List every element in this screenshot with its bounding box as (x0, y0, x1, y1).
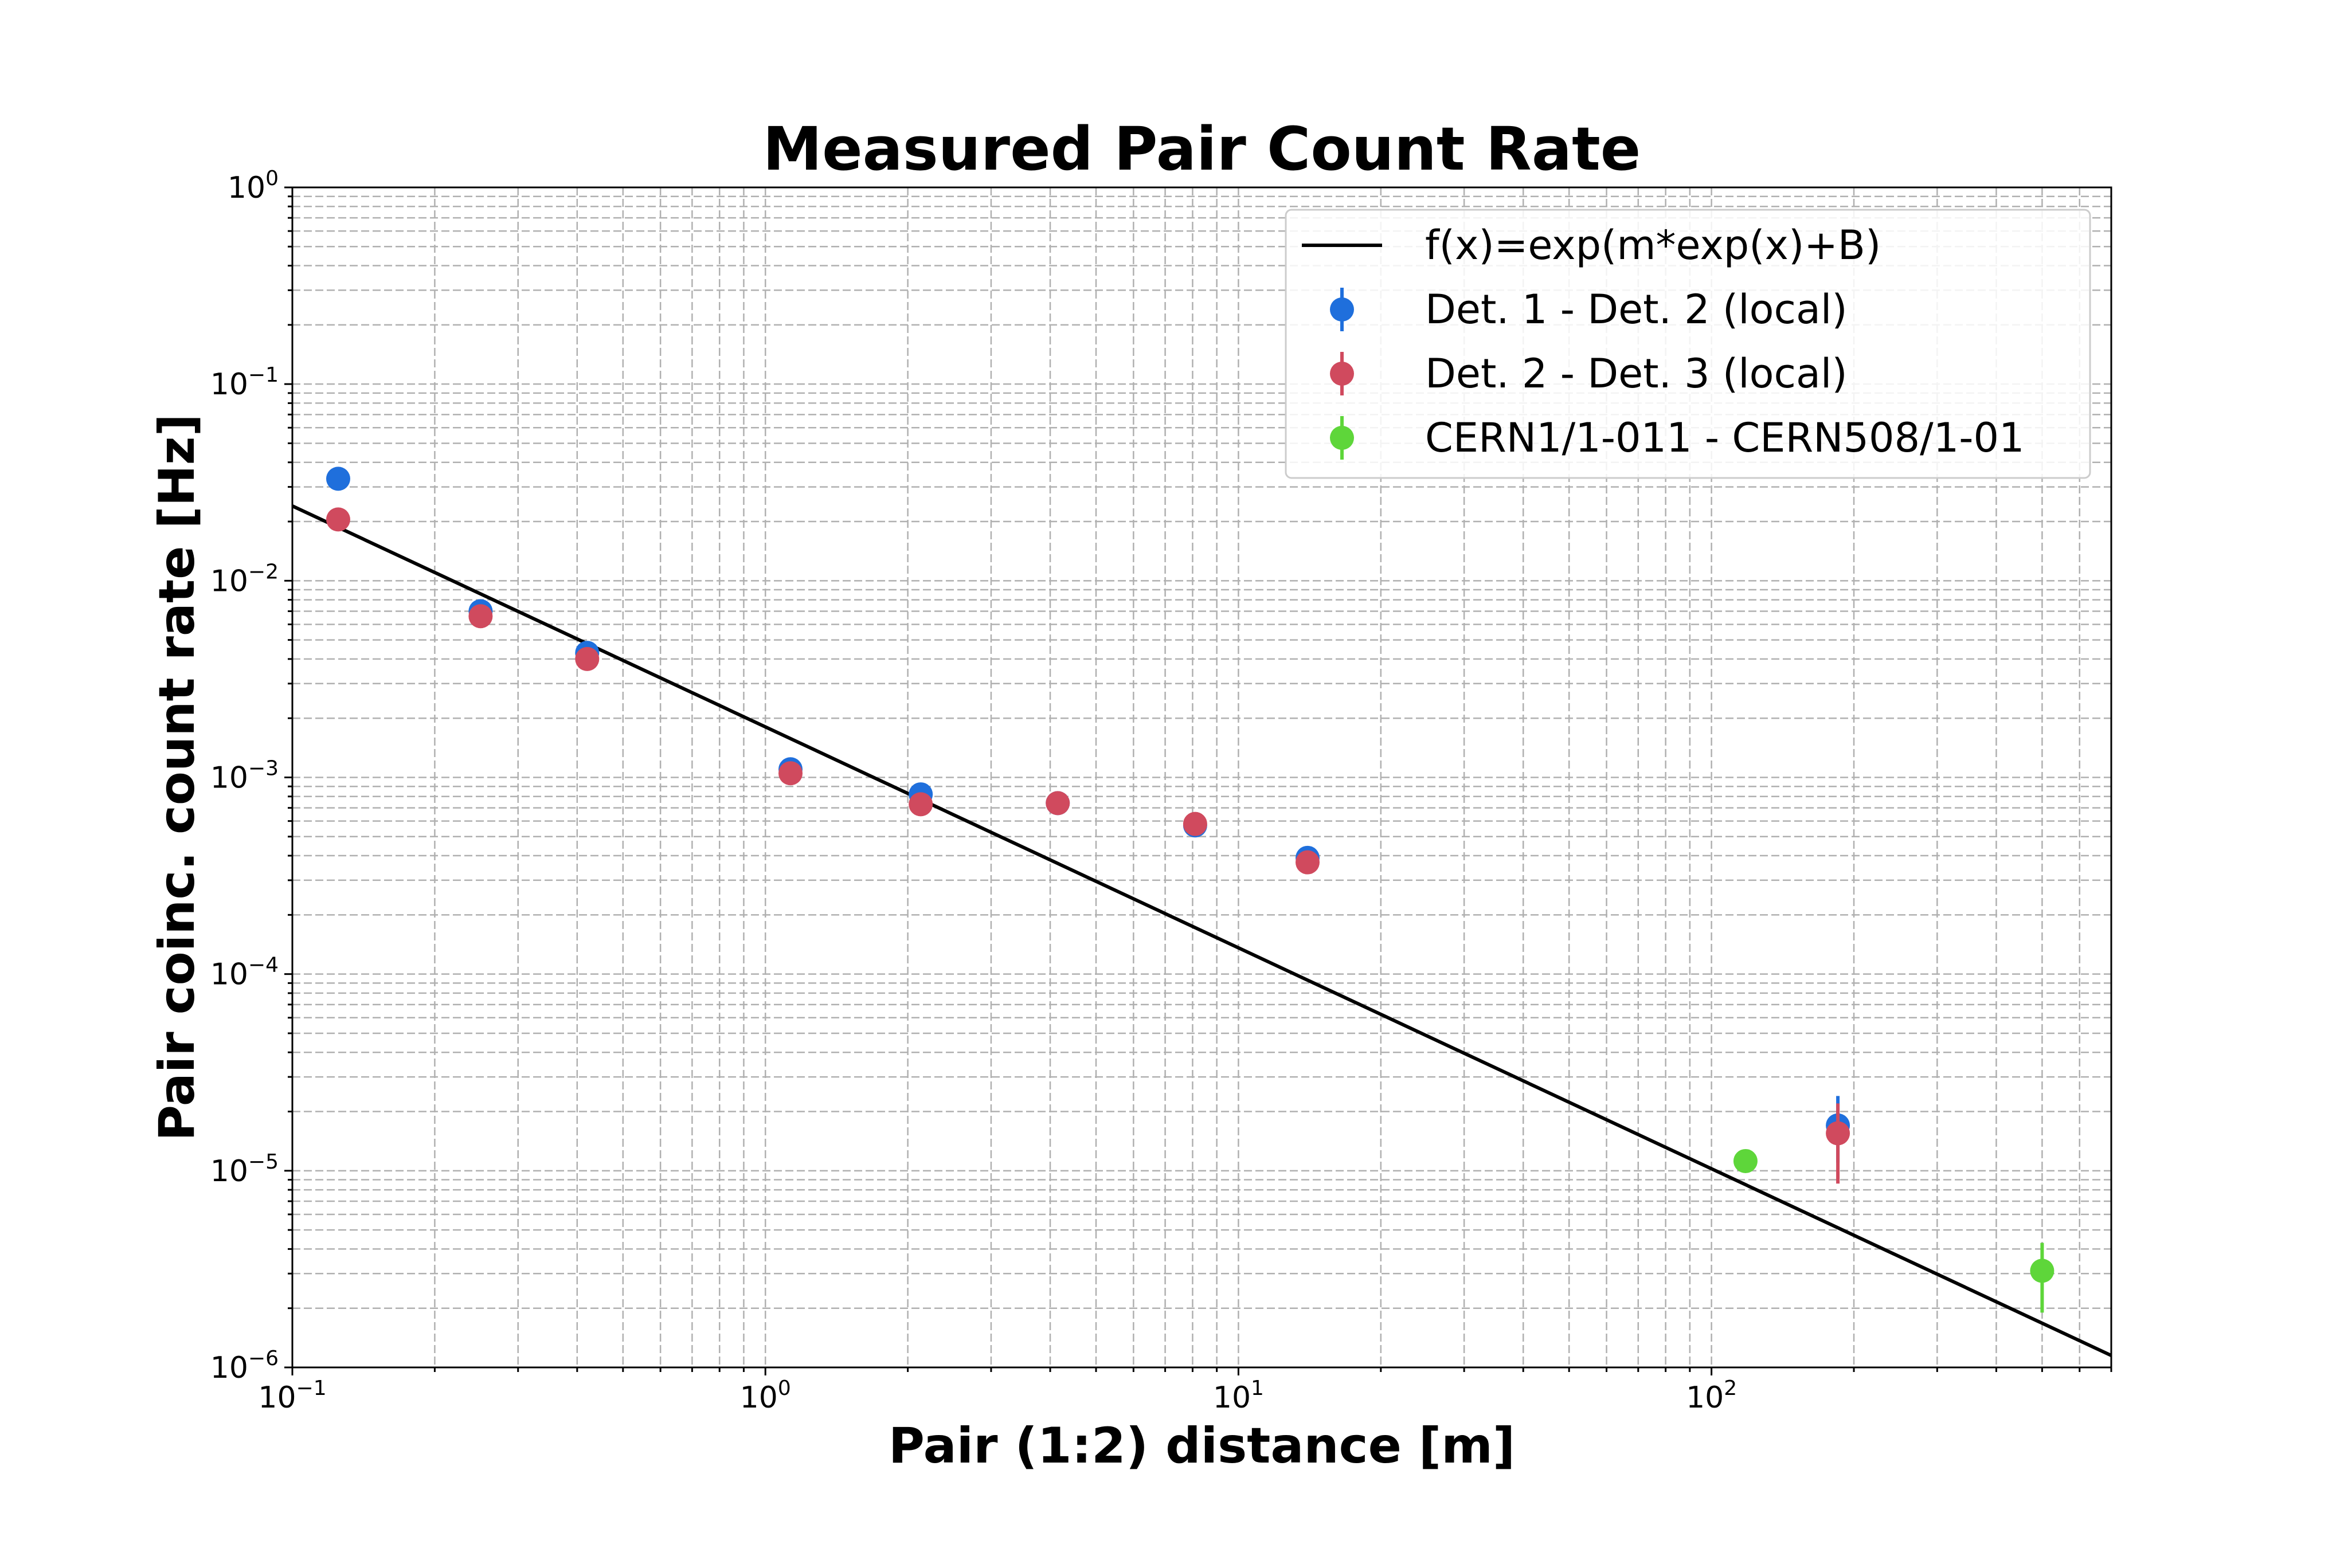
data-point (1733, 1148, 1758, 1173)
legend-entry: Det. 1 - Det. 2 (local) (1330, 286, 1848, 333)
data-point (1183, 812, 1207, 836)
x-tick-label: 101 (1213, 1377, 1264, 1415)
legend: f(x)=exp(m*exp(x)+B) Det. 1 - Det. 2 (loc… (1285, 209, 2091, 479)
legend-marker-swatch (1330, 362, 1354, 386)
data-point (1826, 1121, 1850, 1146)
y-axis-label: Pair coinc. count rate [Hz] (148, 414, 206, 1141)
legend-entry: CERN1/1-011 - CERN508/1-01 (1330, 414, 2025, 461)
y-tick-label: 10−6 (210, 1347, 279, 1385)
legend-box (1285, 209, 2091, 479)
series-1 (326, 467, 1850, 1163)
y-tick-label: 10−3 (210, 757, 279, 795)
x-tick-label: 102 (1686, 1377, 1737, 1415)
y-tick-label: 100 (228, 167, 279, 205)
data-point (778, 761, 803, 786)
data-point (2030, 1259, 2054, 1283)
data-points (326, 467, 2054, 1313)
chart-title: Measured Pair Count Rate (763, 114, 1641, 184)
legend-label: f(x)=exp(m*exp(x)+B) (1425, 222, 1881, 269)
y-tick-label: 10−4 (210, 954, 279, 992)
data-point (326, 507, 350, 532)
legend-label: Det. 1 - Det. 2 (local) (1425, 286, 1848, 333)
fit-line (291, 504, 2112, 1357)
x-tick-label: 10−1 (258, 1377, 326, 1415)
data-point (468, 604, 493, 629)
y-tick-label: 10−2 (210, 560, 279, 598)
data-point (909, 792, 933, 817)
data-point (1295, 850, 1320, 875)
data-point (326, 467, 350, 491)
x-tick-label: 100 (740, 1377, 791, 1415)
legend-marker-swatch (1330, 426, 1354, 450)
axis-ticks: 10−1 100 101 102 10−6 10−5 10−4 10−3 10−2 10−1 100 (210, 167, 2112, 1415)
y-tick-label: 10−5 (210, 1150, 279, 1189)
series-3 (1733, 1148, 2054, 1313)
legend-entry: f(x)=exp(m*exp(x)+B) (1302, 222, 1881, 269)
legend-marker-swatch (1330, 297, 1354, 322)
fit-layer (291, 504, 2112, 1357)
x-axis-label: Pair (1:2) distance [m] (889, 1417, 1515, 1475)
data-point (1046, 791, 1070, 816)
legend-entry: Det. 2 - Det. 3 (local) (1330, 350, 1848, 397)
y-tick-label: 10−1 (210, 363, 279, 402)
series-2 (326, 507, 1850, 1184)
legend-label: CERN1/1-011 - CERN508/1-01 (1425, 414, 2025, 461)
data-point (575, 646, 600, 671)
legend-label: Det. 2 - Det. 3 (local) (1425, 350, 1848, 397)
